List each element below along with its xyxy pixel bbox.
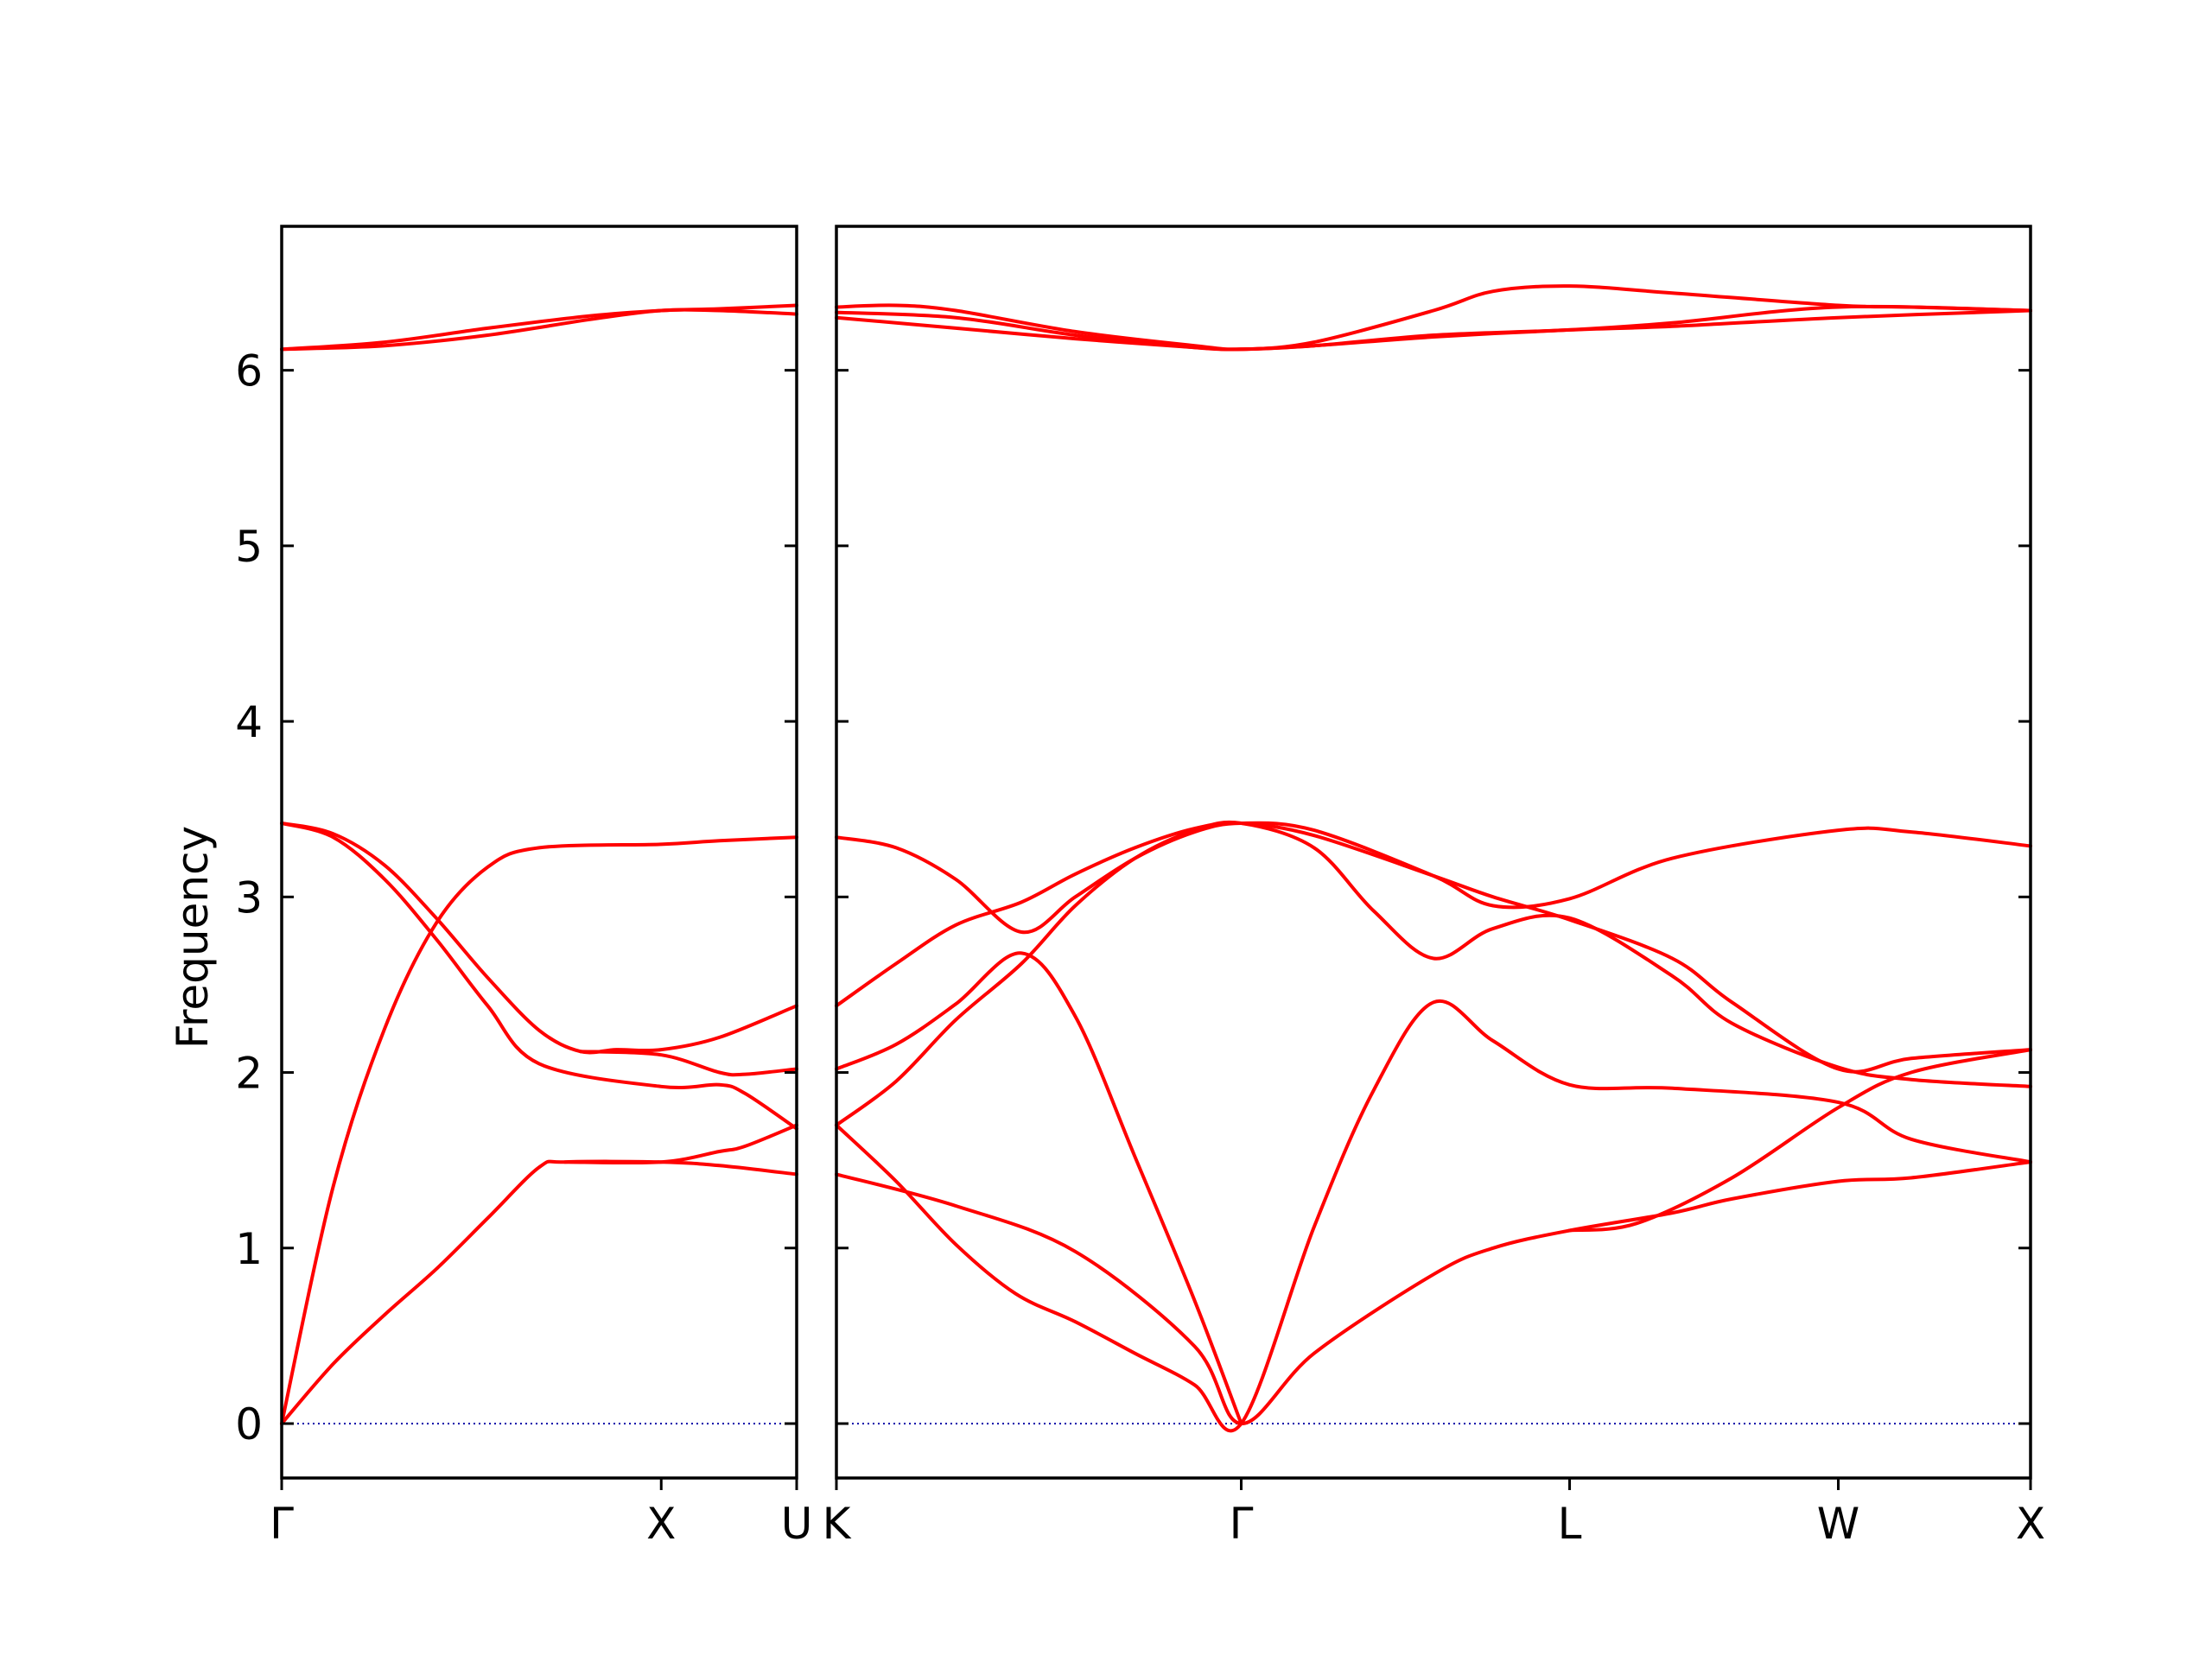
band-line-2 (835, 999, 2032, 1433)
panel-1: 0 1 2 3 4 5 6 Γ X U (235, 225, 813, 1549)
series-group (835, 284, 2032, 1433)
y-tick-label: 0 (235, 1399, 263, 1449)
y-tick-label: 3 (235, 872, 263, 923)
y-axis-label: Frequency (168, 826, 218, 1049)
panels-layer: 0 1 2 3 4 5 6 Γ X U K Γ L W X (235, 225, 2045, 1549)
band-line-10 (835, 308, 2032, 352)
band-line-7 (1567, 1048, 2032, 1233)
band-line-5 (835, 821, 2032, 1074)
x-tick-label: X (2016, 1499, 2045, 1549)
x-tick-label: W (1817, 1499, 1859, 1549)
x-tick-label: X (646, 1499, 676, 1549)
band-line-4 (280, 821, 798, 1131)
series-group (280, 303, 798, 1425)
x-tick-label: K (823, 1499, 852, 1549)
band-line-8 (835, 284, 2032, 352)
band-line-6 (835, 821, 2032, 935)
y-tick-label: 5 (235, 522, 263, 572)
band-line-1 (280, 1159, 798, 1425)
band-line-1 (835, 1160, 2032, 1426)
y-tick-label: 4 (235, 697, 263, 747)
band-line-5 (563, 1123, 798, 1165)
x-tick-label: L (1558, 1499, 1582, 1549)
band-line-4 (835, 820, 2032, 1127)
x-tick-label: U (781, 1499, 813, 1549)
x-tick-label: Γ (1230, 1499, 1254, 1549)
y-tick-label: 6 (235, 346, 263, 396)
band-line-9 (835, 304, 2032, 352)
panel-frame (835, 225, 2032, 1480)
x-tick-label: Γ (270, 1499, 294, 1549)
band-line-2 (280, 835, 798, 1425)
band-line-6 (578, 1050, 798, 1077)
band-line-8 (280, 308, 798, 352)
panel-frame (280, 225, 798, 1480)
band-line-3 (835, 951, 1243, 1425)
band-line-3 (280, 821, 798, 1055)
y-tick-label: 2 (235, 1049, 263, 1099)
y-tick-label: 1 (235, 1224, 263, 1274)
